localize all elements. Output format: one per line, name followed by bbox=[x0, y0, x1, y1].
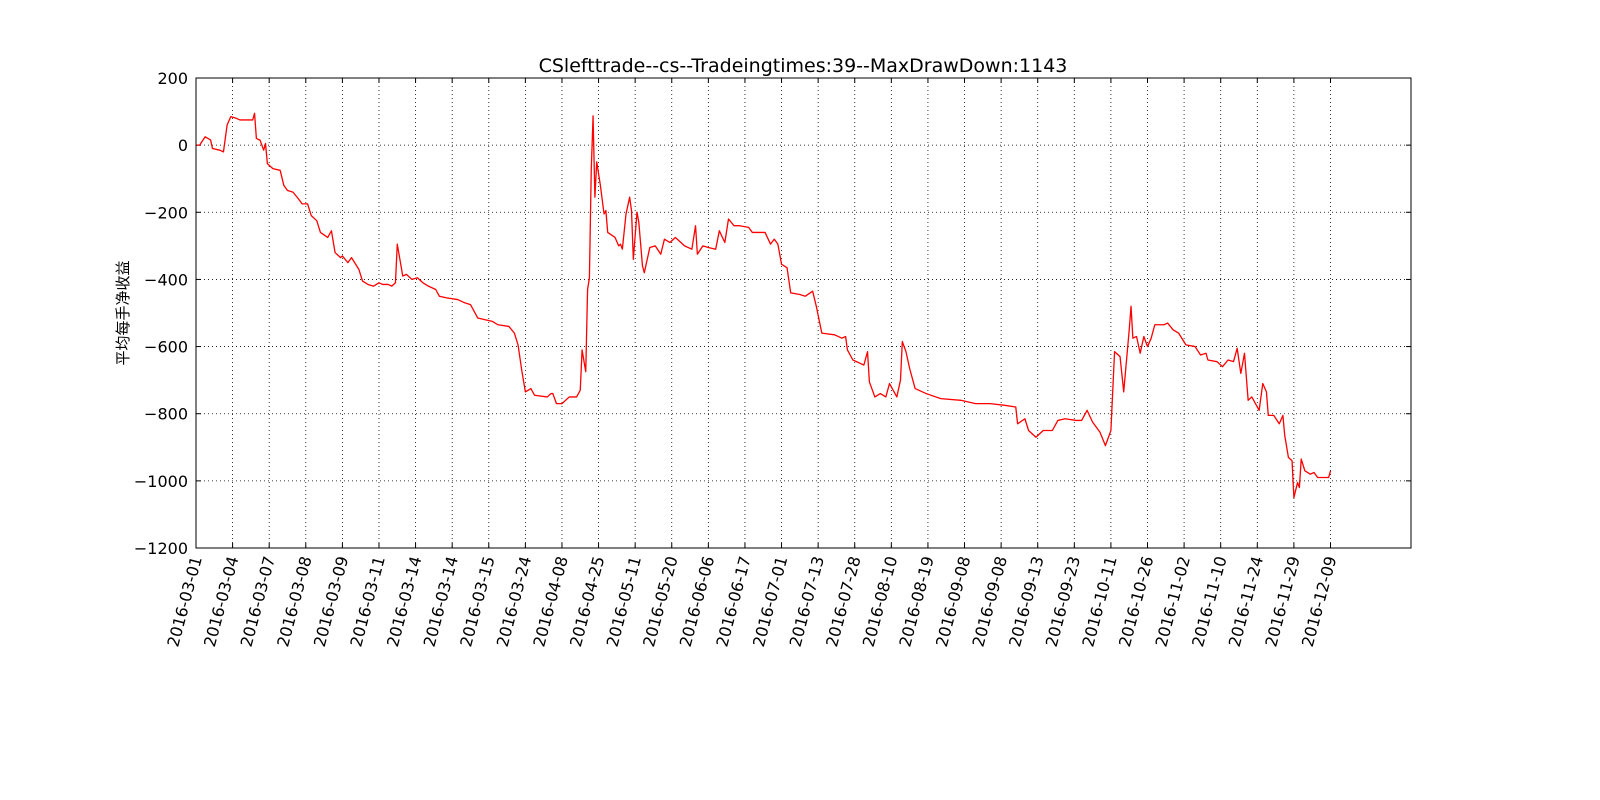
x-tick-label: 2016-04-25 bbox=[566, 554, 608, 649]
x-tick-label: 2016-03-24 bbox=[493, 554, 535, 649]
y-tick-label: −400 bbox=[144, 270, 188, 289]
y-tick-label: −1000 bbox=[134, 472, 188, 491]
y-axis-label: 平均每手净收益 bbox=[114, 260, 132, 365]
x-tick-label: 2016-09-13 bbox=[1005, 554, 1047, 649]
x-tick-label: 2016-07-01 bbox=[749, 554, 791, 649]
y-tick-label: 200 bbox=[157, 69, 188, 88]
y-tick-label: −800 bbox=[144, 405, 188, 424]
x-tick-label: 2016-08-10 bbox=[859, 554, 901, 649]
x-tick-label: 2016-12-09 bbox=[1298, 554, 1340, 649]
x-tick-label: 2016-03-15 bbox=[456, 554, 498, 649]
plot-frame bbox=[195, 77, 1412, 549]
x-tick-label: 2016-09-23 bbox=[1042, 554, 1084, 649]
x-tick-label: 2016-07-28 bbox=[822, 554, 864, 649]
x-tick-label: 2016-03-08 bbox=[273, 554, 315, 649]
x-tick-label: 2016-05-20 bbox=[639, 554, 681, 649]
x-tick-label: 2016-09-08 bbox=[932, 554, 974, 649]
x-tick-label: 2016-08-19 bbox=[895, 554, 937, 649]
x-tick-label: 2016-06-06 bbox=[676, 554, 718, 649]
x-tick-label: 2016-04-08 bbox=[529, 554, 571, 649]
x-tick-label: 2016-03-14 bbox=[383, 554, 425, 649]
x-tick-label: 2016-03-07 bbox=[237, 554, 279, 649]
y-tick-label: 0 bbox=[178, 136, 188, 155]
y-tick-label: −600 bbox=[144, 338, 188, 357]
x-tick-label: 2016-03-01 bbox=[163, 554, 205, 649]
x-tick-label: 2016-06-17 bbox=[712, 554, 754, 649]
x-tick-label: 2016-11-02 bbox=[1152, 554, 1194, 649]
x-tick-label: 2016-03-14 bbox=[420, 554, 462, 649]
data-line bbox=[196, 112, 1332, 499]
x-tick-label: 2016-09-08 bbox=[969, 554, 1011, 649]
x-tick-label: 2016-03-11 bbox=[346, 554, 388, 649]
x-tick-label: 2016-03-09 bbox=[310, 554, 352, 649]
x-tick-label: 2016-11-10 bbox=[1188, 554, 1230, 649]
chart-title: CSlefttrade--cs--Tradeingtimes:39--MaxDr… bbox=[539, 55, 1068, 77]
x-tick-label: 2016-11-24 bbox=[1225, 554, 1267, 649]
x-tick-label: 2016-10-26 bbox=[1115, 554, 1157, 649]
y-tick-label: −200 bbox=[144, 203, 188, 222]
y-tick-label: −1200 bbox=[134, 539, 188, 558]
x-tick-label: 2016-05-11 bbox=[603, 554, 645, 649]
x-tick-label: 2016-11-29 bbox=[1261, 554, 1303, 649]
x-tick-label: 2016-03-04 bbox=[200, 554, 242, 649]
x-tick-label: 2016-10-11 bbox=[1078, 554, 1120, 649]
x-tick-label: 2016-07-13 bbox=[786, 554, 828, 649]
